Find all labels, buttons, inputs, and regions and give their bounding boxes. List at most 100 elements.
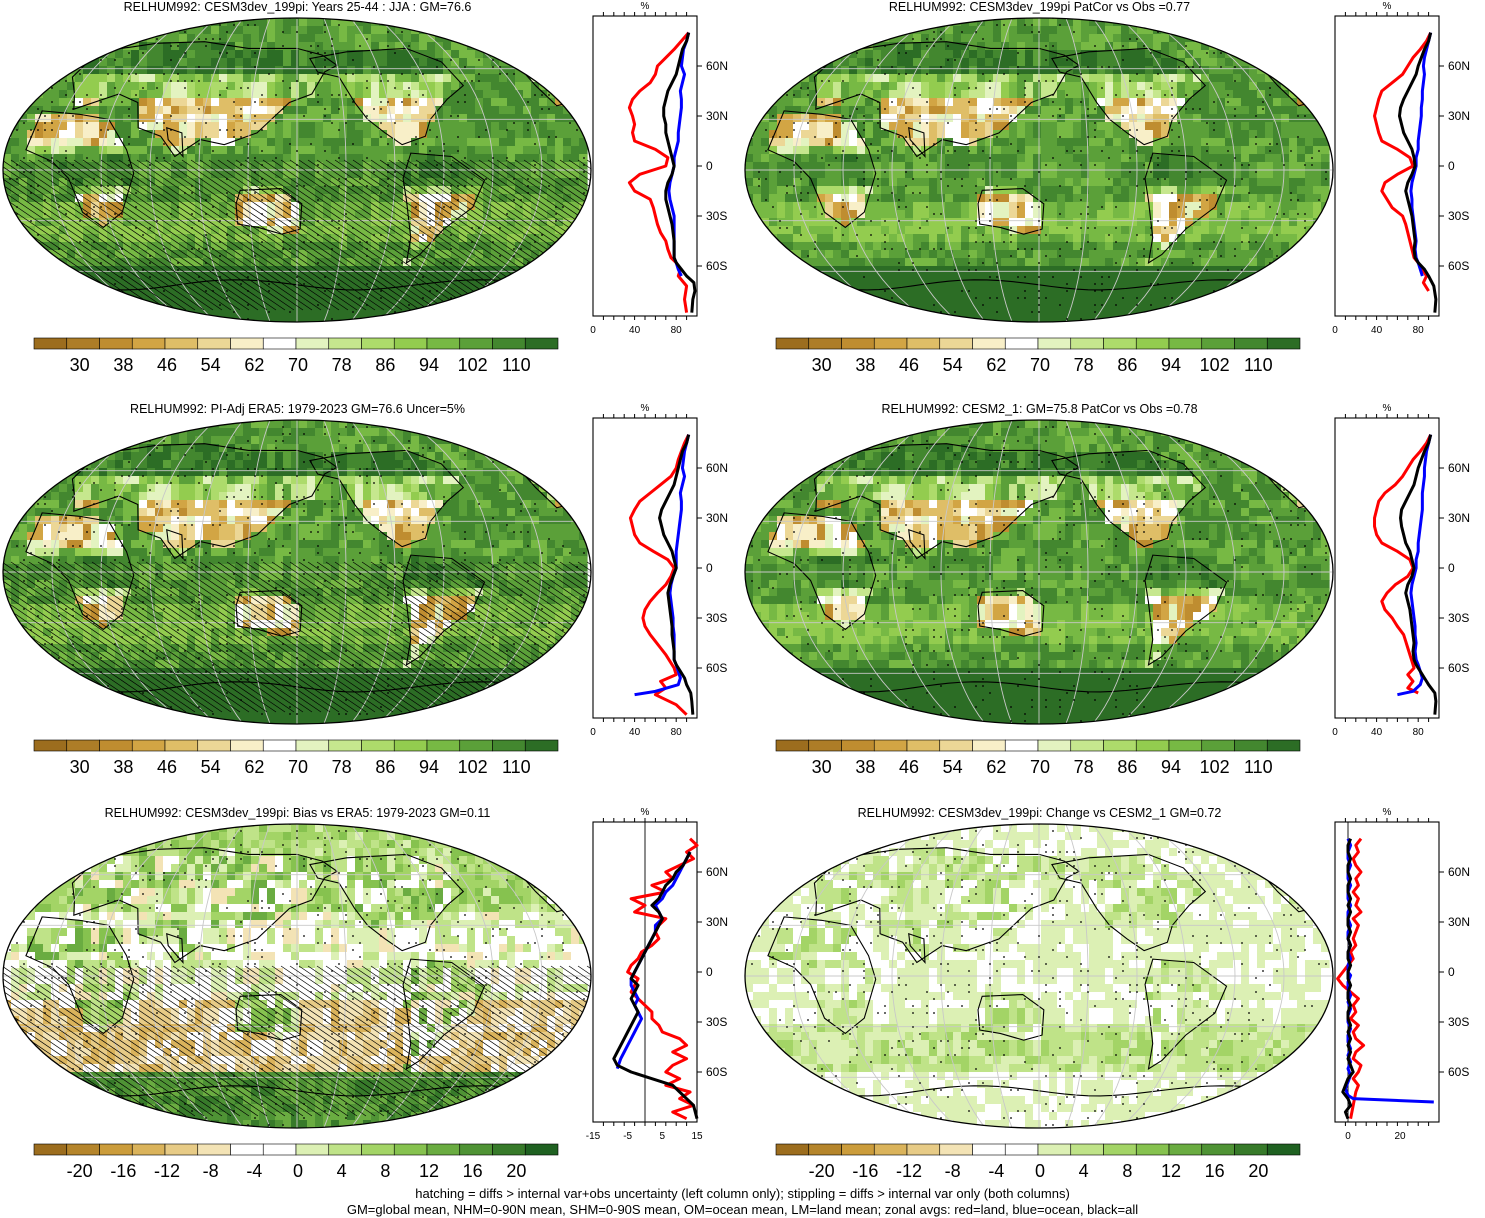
colorbar-label: 70 bbox=[288, 355, 308, 375]
world-map bbox=[2, 823, 592, 1129]
colorbar-box bbox=[197, 337, 231, 350]
colorbar-label: 16 bbox=[463, 1161, 483, 1181]
colorbar-label: 102 bbox=[458, 757, 488, 777]
zonal-lat-label: 30N bbox=[1448, 109, 1470, 123]
coastline-australia bbox=[977, 994, 1045, 1041]
coastline-eurasia bbox=[813, 443, 1081, 560]
colorbar-box bbox=[939, 739, 973, 752]
zonal-xtick-label: 5 bbox=[660, 1131, 666, 1142]
world-map bbox=[2, 419, 592, 725]
zonal-mean-plot: % 0 40 80 60N 30N 0 30S 60S bbox=[1332, 1, 1470, 336]
colorbar-box bbox=[1168, 739, 1203, 752]
colorbar: -20 -16 -12 -8 -4 0 4 8 12 16 20 bbox=[33, 1143, 559, 1181]
zonal-mean-plot: % -15 -5 5 15 60N 30N 0 30S 60S bbox=[586, 807, 728, 1142]
coastline-eurasia bbox=[813, 847, 1081, 964]
coastline-australia bbox=[977, 188, 1045, 235]
colorbar-label: 102 bbox=[1200, 355, 1230, 375]
colorbar-box bbox=[426, 1143, 461, 1156]
colorbar-box bbox=[262, 1143, 297, 1156]
colorbar-label: 54 bbox=[201, 757, 221, 777]
colorbar-box bbox=[906, 739, 941, 752]
panel-title: RELHUM992: CESM3dev_199pi: Years 25-44 :… bbox=[123, 0, 472, 14]
colorbar-label: -20 bbox=[809, 1161, 835, 1181]
coastline-india bbox=[908, 126, 926, 159]
colorbar-label: 54 bbox=[943, 757, 963, 777]
colorbar-box bbox=[393, 1143, 428, 1156]
colorbar-label: 12 bbox=[419, 1161, 439, 1181]
colorbar-box bbox=[1070, 739, 1104, 752]
panel-bottom-left: RELHUM992: CESM3dev_199pi: Bias vs ERA5:… bbox=[0, 806, 742, 1186]
coastline-africa bbox=[767, 110, 877, 229]
panel-title: RELHUM992: PI-Adj ERA5: 1979-2023 GM=76.… bbox=[130, 402, 465, 416]
zonal-xtick-label: 40 bbox=[1371, 727, 1383, 738]
zonal-series-line bbox=[658, 434, 695, 715]
colorbar-box bbox=[197, 1143, 231, 1156]
colorbar-label: 110 bbox=[1244, 355, 1273, 375]
colorbar-label: -4 bbox=[246, 1161, 262, 1181]
colorbar-box bbox=[939, 337, 973, 350]
map-border bbox=[744, 419, 1334, 725]
colorbar-label: 110 bbox=[502, 757, 531, 777]
colorbar-box bbox=[1234, 337, 1268, 350]
colorbar-label: 78 bbox=[1074, 757, 1094, 777]
colorbar-box bbox=[361, 337, 395, 350]
world-map bbox=[744, 823, 1334, 1129]
zonal-xtick-label: 20 bbox=[1394, 1131, 1406, 1142]
colorbar-box bbox=[972, 1143, 1006, 1156]
colorbar-box bbox=[459, 739, 493, 752]
zonal-lat-label: 0 bbox=[1448, 561, 1455, 575]
colorbar-box bbox=[939, 1143, 973, 1156]
colorbar-box bbox=[99, 1143, 133, 1156]
colorbar-box bbox=[1103, 1143, 1137, 1156]
colorbar-label: -8 bbox=[203, 1161, 219, 1181]
zonal-lat-label: 30S bbox=[1448, 1015, 1469, 1029]
colorbar-box bbox=[1037, 739, 1072, 752]
coastline-africa bbox=[25, 512, 135, 631]
zonal-xtick-label: 0 bbox=[590, 727, 596, 738]
coastline-eurasia bbox=[71, 847, 339, 964]
colorbar-box bbox=[459, 337, 493, 350]
colorbar-label: 38 bbox=[113, 355, 133, 375]
colorbar: 30 38 46 54 62 70 78 86 94 102 110 bbox=[33, 739, 559, 777]
coastline-eurasia bbox=[71, 41, 339, 158]
zonal-xtick-label: 80 bbox=[671, 727, 683, 738]
colorbar-box bbox=[524, 739, 559, 752]
colorbar-label: 86 bbox=[1117, 757, 1137, 777]
colorbar-box bbox=[972, 739, 1006, 752]
colorbar-box bbox=[524, 337, 559, 350]
colorbar-box bbox=[1266, 739, 1301, 752]
panel-top-left: RELHUM992: CESM3dev_199pi: Years 25-44 :… bbox=[0, 0, 742, 385]
panel-figure: 30 38 46 54 62 70 78 86 94 102 110% 0 40 80 60N 30N 0 30S… bbox=[744, 1, 1470, 375]
panel-figure: -20 -16 -12 -8 -4 0 4 8 12 16 20% 0 20 60N 30N 0 30S 60S bbox=[744, 807, 1470, 1181]
colorbar-label: -16 bbox=[110, 1161, 136, 1181]
colorbar-box bbox=[99, 739, 133, 752]
zonal-series-line bbox=[626, 837, 699, 1121]
colorbar-label: 30 bbox=[812, 757, 832, 777]
coastline-namerica bbox=[309, 47, 465, 146]
zonal-lat-label: 60N bbox=[1448, 461, 1470, 475]
coastline-samerica bbox=[1144, 554, 1228, 667]
zonal-xtick-label: 0 bbox=[1332, 325, 1338, 336]
coastline-africa bbox=[767, 916, 877, 1035]
colorbar-label: 8 bbox=[1122, 1161, 1132, 1181]
colorbar-box bbox=[524, 1143, 559, 1156]
zonal-mean-plot: % 0 40 80 60N 30N 0 30S 60S bbox=[590, 403, 728, 738]
zonal-xlabel: % bbox=[641, 1, 650, 12]
colorbar-box bbox=[841, 337, 875, 350]
coastline-australia bbox=[977, 590, 1045, 637]
zonal-lat-label: 60N bbox=[1448, 865, 1470, 879]
panel-title: RELHUM992: CESM3dev_199pi PatCor vs Obs … bbox=[888, 0, 1191, 14]
coastline-namerica bbox=[309, 449, 465, 548]
colorbar-box bbox=[808, 337, 842, 350]
colorbar-label: 94 bbox=[419, 757, 439, 777]
colorbar-label: 86 bbox=[1117, 355, 1137, 375]
colorbar-box bbox=[1070, 1143, 1104, 1156]
colorbar-box bbox=[197, 739, 231, 752]
zonal-mean-plot: % 0 40 80 60N 30N 0 30S 60S bbox=[1332, 403, 1470, 738]
zonal-xtick-label: -5 bbox=[623, 1131, 632, 1142]
coastline-africa bbox=[25, 110, 135, 229]
panel-title: RELHUM992: CESM3dev_199pi: Change vs CES… bbox=[857, 806, 1222, 820]
colorbar-box bbox=[33, 337, 68, 350]
colorbar-box bbox=[1135, 739, 1170, 752]
zonal-xlabel: % bbox=[641, 403, 650, 414]
